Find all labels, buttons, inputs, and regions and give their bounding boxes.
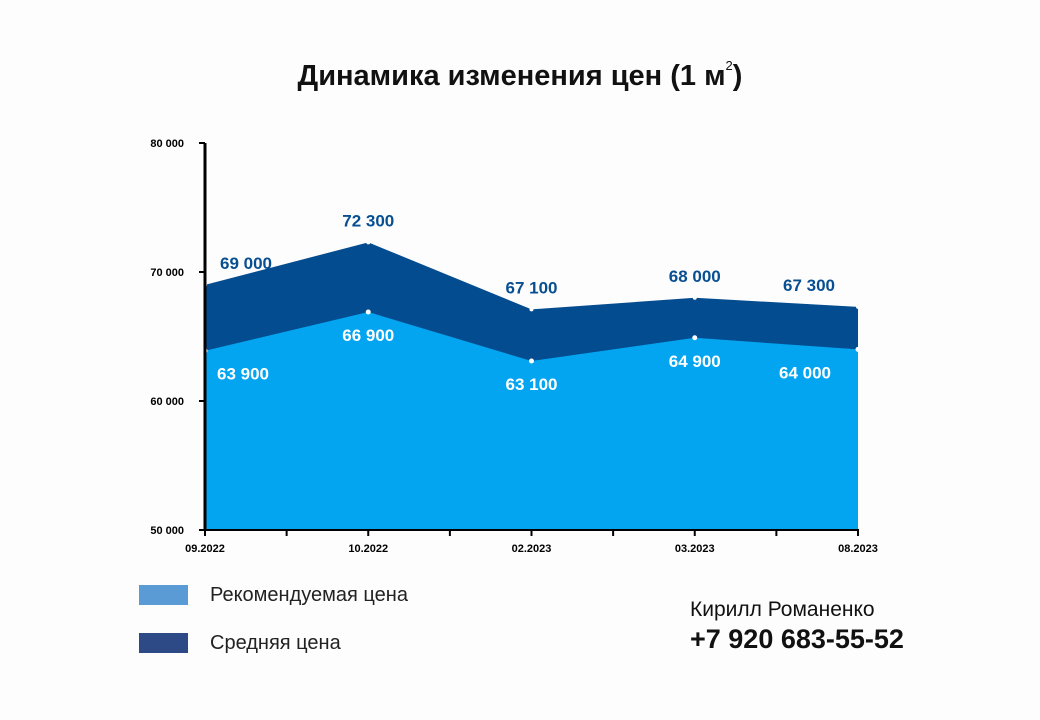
x-tick-label: 02.2023 xyxy=(512,543,552,555)
point-average xyxy=(856,304,860,309)
legend-label-recommended: Рекомендуемая цена xyxy=(210,584,408,606)
point-average xyxy=(529,307,534,312)
point-recommended xyxy=(855,346,861,352)
x-tick-label: 08.2023 xyxy=(838,543,878,555)
point-recommended xyxy=(365,309,371,315)
chart-title-superscript: 2 xyxy=(725,58,733,73)
data-label-average: 69 000 xyxy=(220,254,272,273)
y-tick-label: 50 000 xyxy=(150,525,184,537)
data-label-average: 67 300 xyxy=(783,276,835,295)
chart-title-text: Динамика изменения цен (1 м xyxy=(297,60,726,92)
legend-swatch-average xyxy=(139,633,188,653)
area-series-recommended xyxy=(205,311,858,530)
legend-label-average: Средняя цена xyxy=(210,632,341,654)
y-tick-label: 70 000 xyxy=(150,267,184,279)
data-label-recommended: 64 900 xyxy=(669,352,721,371)
data-label-average: 68 000 xyxy=(669,267,721,286)
y-tick-label: 80 000 xyxy=(150,138,184,150)
data-label-average: 67 100 xyxy=(506,278,558,297)
point-average xyxy=(692,295,697,300)
chart-title-close: ) xyxy=(732,60,743,92)
y-tick-label: 60 000 xyxy=(150,396,184,408)
point-average xyxy=(366,240,371,245)
point-recommended xyxy=(529,358,534,364)
point-recommended xyxy=(692,335,698,341)
data-label-recommended: 63 100 xyxy=(506,375,558,394)
legend-swatch-recommended xyxy=(139,585,188,605)
contact-phone: +7 920 683-55-52 xyxy=(690,624,904,654)
chart-title: Динамика изменения цен (1 м2) xyxy=(0,58,1040,93)
data-label-recommended: 64 000 xyxy=(779,363,831,382)
x-tick-label: 09.2022 xyxy=(185,543,225,555)
data-label-recommended: 66 900 xyxy=(342,326,394,345)
data-label-average: 72 300 xyxy=(342,211,394,230)
data-label-recommended: 63 900 xyxy=(217,365,269,384)
contact-name: Кирилл Романенко xyxy=(690,598,875,621)
x-tick-label: 03.2023 xyxy=(675,543,715,555)
x-tick-label: 10.2022 xyxy=(348,543,388,555)
